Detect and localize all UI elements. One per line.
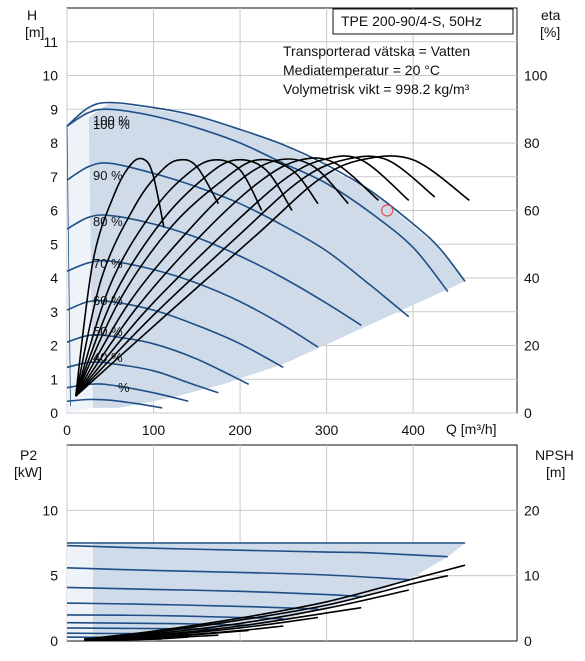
- speed-curve: [66, 162, 410, 318]
- efficiency-curve: [74, 158, 319, 397]
- power-tick-label: 5: [50, 568, 58, 584]
- speed-label: 100 %: [93, 113, 130, 128]
- speed-curve: [66, 214, 362, 326]
- head-tick-label: 5: [50, 236, 58, 252]
- head-tick-label: 3: [50, 304, 58, 320]
- flow-tick-label: 100: [142, 422, 166, 438]
- npsh-curve: [84, 564, 466, 640]
- head-tick-label: 6: [50, 203, 58, 219]
- power-curve: [66, 621, 249, 627]
- speed-label: 50 %: [93, 324, 123, 339]
- efficiency-curve: [74, 157, 165, 397]
- npsh-axis-title: NPSH: [535, 447, 574, 463]
- power-chart: 0 5 10 0 10 20 P2 [kW] NPSH [m]: [14, 444, 574, 649]
- power-curve: [66, 627, 219, 630]
- operating-point-marker: [381, 204, 394, 217]
- fluid-line-2: Mediatemperatur = 20 °C: [283, 62, 440, 78]
- power-curve: [66, 586, 362, 598]
- power-axis-title: P2: [20, 447, 37, 463]
- efficiency-curve: [74, 158, 293, 397]
- power-curve: [66, 567, 409, 581]
- min-speed-wedge: [67, 543, 93, 640]
- efficiency-curve: [74, 159, 263, 397]
- npsh-curve: [84, 589, 409, 641]
- speed-curve: [66, 101, 466, 282]
- head-tick-label: 1: [50, 371, 58, 387]
- efficiency-curve: [75, 155, 436, 397]
- efficiency-curve: [75, 158, 349, 397]
- npsh-tick-label: 0: [524, 633, 532, 649]
- npsh-curve: [84, 638, 163, 642]
- power-y-ticks: 0 5 10: [42, 502, 58, 649]
- speed-curve: [66, 108, 449, 292]
- fluid-line-3: Volymetrisk vikt = 998.2 kg/m³: [283, 81, 470, 97]
- flow-tick-label: 200: [228, 422, 252, 438]
- npsh-curve: [84, 574, 448, 640]
- min-speed-wedge: [67, 107, 93, 413]
- eta-y-ticks: 0 20 40 60 80 100: [524, 68, 548, 422]
- eta-axis-title: eta: [541, 7, 561, 23]
- efficiency-curve: [75, 155, 470, 397]
- head-tick-label: 10: [42, 68, 58, 84]
- speed-label: 90 %: [93, 168, 123, 183]
- head-tick-label: 7: [50, 169, 58, 185]
- speed-label: 60 %: [93, 293, 123, 308]
- flow-axis-title: Q [m³/h]: [446, 421, 497, 437]
- pump-model-box: [332, 8, 514, 35]
- eta-tick-label: 60: [524, 203, 540, 219]
- speed-label: 100 %: [93, 117, 130, 132]
- power-curve: [66, 602, 319, 610]
- power-curves: [66, 542, 466, 640]
- npsh-axis-unit: [m]: [546, 464, 565, 480]
- flow-tick-label: 300: [315, 422, 339, 438]
- power-area: [75, 543, 466, 639]
- head-axis-unit: [m]: [25, 24, 44, 40]
- power-tick-label: 0: [50, 633, 58, 649]
- eta-tick-label: 80: [524, 135, 540, 151]
- eta-axis-unit: [%]: [540, 24, 560, 40]
- efficiency-curve: [75, 155, 410, 397]
- flow-tick-label: 400: [401, 422, 425, 438]
- head-y-ticks: 0 1 2 3 4 5 6 7 8 9 10 11: [42, 34, 58, 421]
- flow-tick-label: 0: [63, 422, 71, 438]
- npsh-tick-label: 10: [524, 568, 540, 584]
- speed-curve: [66, 398, 163, 409]
- head-tick-label: 9: [50, 101, 58, 117]
- eta-tick-label: 40: [524, 270, 540, 286]
- npsh-y-ticks: 0 10 20: [524, 502, 540, 649]
- speed-curve: [66, 361, 219, 394]
- speed-curve: [66, 259, 319, 348]
- head-x-ticks: 0 100 200 300 400: [63, 422, 425, 438]
- speed-label: 80 %: [93, 214, 123, 229]
- head-chart: 100 %100 %90 %80 %70 %60 %50 %40 %% 0 100…: [25, 7, 561, 438]
- eta-tick-label: 0: [524, 405, 532, 421]
- eta-tick-label: 20: [524, 338, 540, 354]
- speed-labels: 100 %100 % 90 % 80 % 70 % 60 % 50 % 40 %%: [93, 113, 130, 395]
- min-flow-line: [66, 126, 71, 407]
- pump-model-label: TPE 200-90/4-S, 50Hz: [341, 13, 482, 29]
- head-tick-label: 11: [43, 34, 58, 50]
- head-axis-title: H: [27, 7, 37, 23]
- speed-curve: [66, 299, 284, 369]
- npsh-tick-label: 20: [524, 502, 540, 518]
- fluid-line-1: Transporterad vätska = Vatten: [283, 43, 470, 59]
- speed-label: 70 %: [93, 256, 123, 271]
- head-tick-label: 0: [50, 405, 58, 421]
- power-curve: [66, 544, 448, 558]
- npsh-curves: [84, 564, 466, 642]
- power-axis-unit: [kW]: [14, 464, 42, 480]
- head-tick-label: 2: [50, 338, 58, 354]
- efficiency-curves: [74, 155, 470, 397]
- speed-label: %: [118, 380, 130, 395]
- power-curve: [66, 614, 284, 620]
- head-tick-label: 4: [50, 270, 58, 286]
- npsh-curve: [84, 616, 319, 641]
- power-tick-label: 10: [42, 502, 58, 518]
- eta-tick-label: 100: [524, 68, 548, 84]
- head-tick-label: 8: [50, 135, 58, 151]
- speed-label: 40 %: [93, 350, 123, 365]
